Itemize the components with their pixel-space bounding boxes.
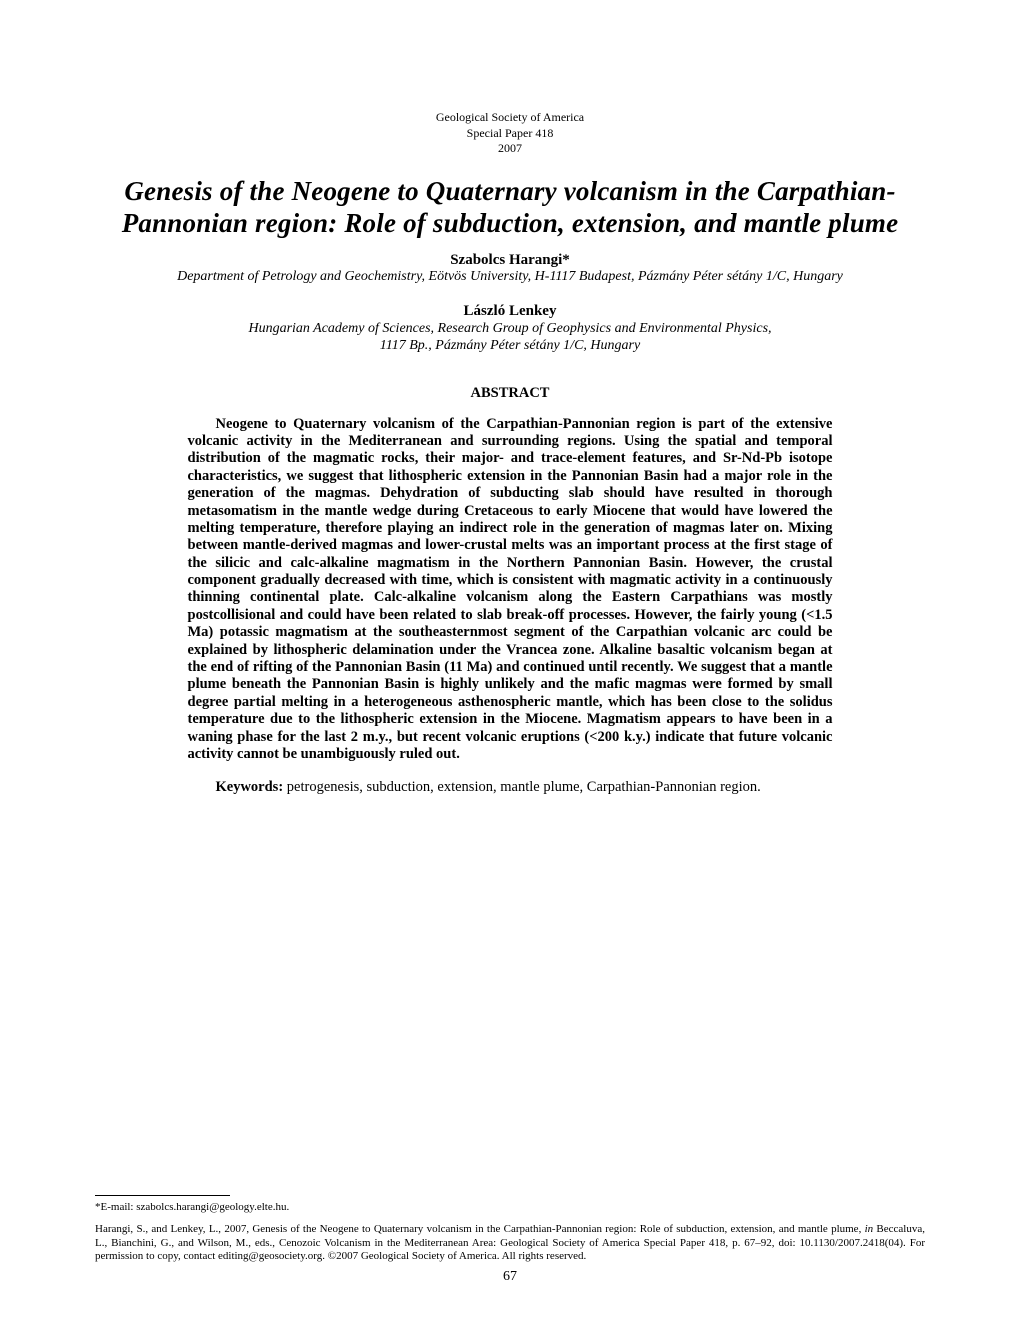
publisher-line: Geological Society of America [95, 110, 925, 126]
abstract-body: Neogene to Quaternary volcanism of the C… [188, 416, 833, 764]
footer: *E-mail: szabolcs.harangi@geology.elte.h… [95, 1195, 925, 1285]
citation-pre: Harangi, S., and Lenkey, L., 2007, Genes… [95, 1223, 865, 1235]
footnote-rule [95, 1195, 230, 1196]
abstract-heading: ABSTRACT [95, 385, 925, 402]
paper-page: Geological Society of America Special Pa… [0, 0, 1020, 846]
author-1-name: Szabolcs Harangi* [95, 252, 925, 269]
keywords-label: Keywords: [216, 779, 287, 795]
citation-in-word: in [865, 1223, 874, 1235]
series-line: Special Paper 418 [95, 126, 925, 142]
affil-2-line-2: 1117 Bp., Pázmány Péter sétány 1/C, Hung… [380, 338, 640, 353]
publication-header: Geological Society of America Special Pa… [95, 110, 925, 157]
keywords-text: petrogenesis, subduction, extension, man… [287, 779, 761, 795]
year-line: 2007 [95, 141, 925, 157]
keywords-line: Keywords: petrogenesis, subduction, exte… [188, 779, 833, 797]
author-1-affiliation: Department of Petrology and Geochemistry… [95, 269, 925, 285]
citation-text: Harangi, S., and Lenkey, L., 2007, Genes… [95, 1223, 925, 1263]
author-2-name: László Lenkey [95, 303, 925, 320]
paper-title: Genesis of the Neogene to Quaternary vol… [85, 175, 935, 240]
author-2-affiliation: Hungarian Academy of Sciences, Research … [95, 320, 925, 355]
footnote-email: *E-mail: szabolcs.harangi@geology.elte.h… [95, 1201, 925, 1213]
page-number: 67 [95, 1269, 925, 1285]
affil-2-line-1: Hungarian Academy of Sciences, Research … [248, 321, 771, 336]
